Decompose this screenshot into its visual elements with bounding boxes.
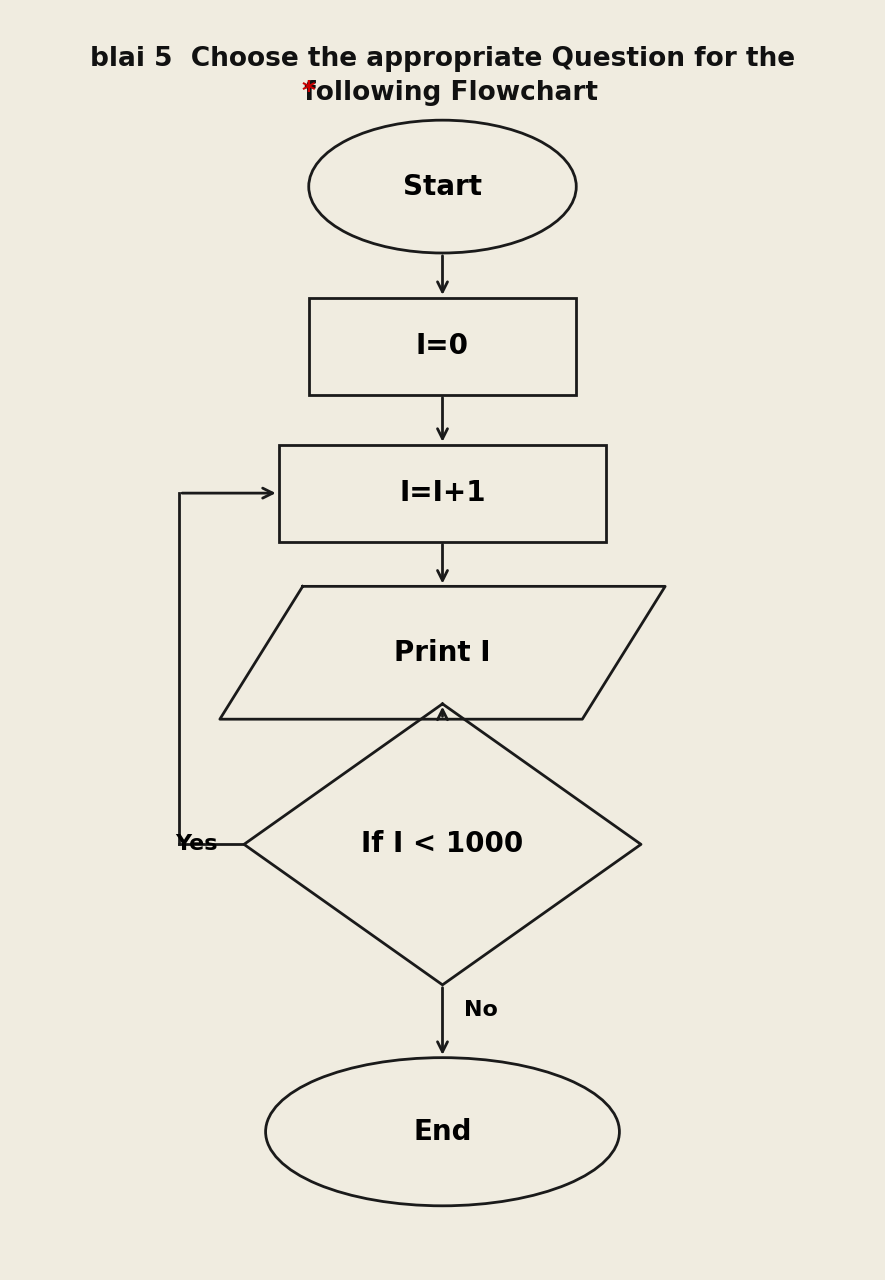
Text: If I < 1000: If I < 1000: [361, 831, 524, 859]
Text: Print I: Print I: [394, 639, 491, 667]
Text: blai 5  Choose the appropriate Question for the: blai 5 Choose the appropriate Question f…: [90, 46, 795, 72]
Text: following Flowchart: following Flowchart: [287, 81, 598, 106]
Text: No: No: [464, 1000, 498, 1020]
Text: *: *: [302, 81, 316, 106]
Text: Start: Start: [403, 173, 482, 201]
Text: End: End: [413, 1117, 472, 1146]
Bar: [279, 444, 606, 541]
Text: I=0: I=0: [416, 333, 469, 360]
Text: I=I+1: I=I+1: [399, 479, 486, 507]
Bar: [309, 298, 576, 394]
Text: Yes: Yes: [175, 835, 218, 854]
